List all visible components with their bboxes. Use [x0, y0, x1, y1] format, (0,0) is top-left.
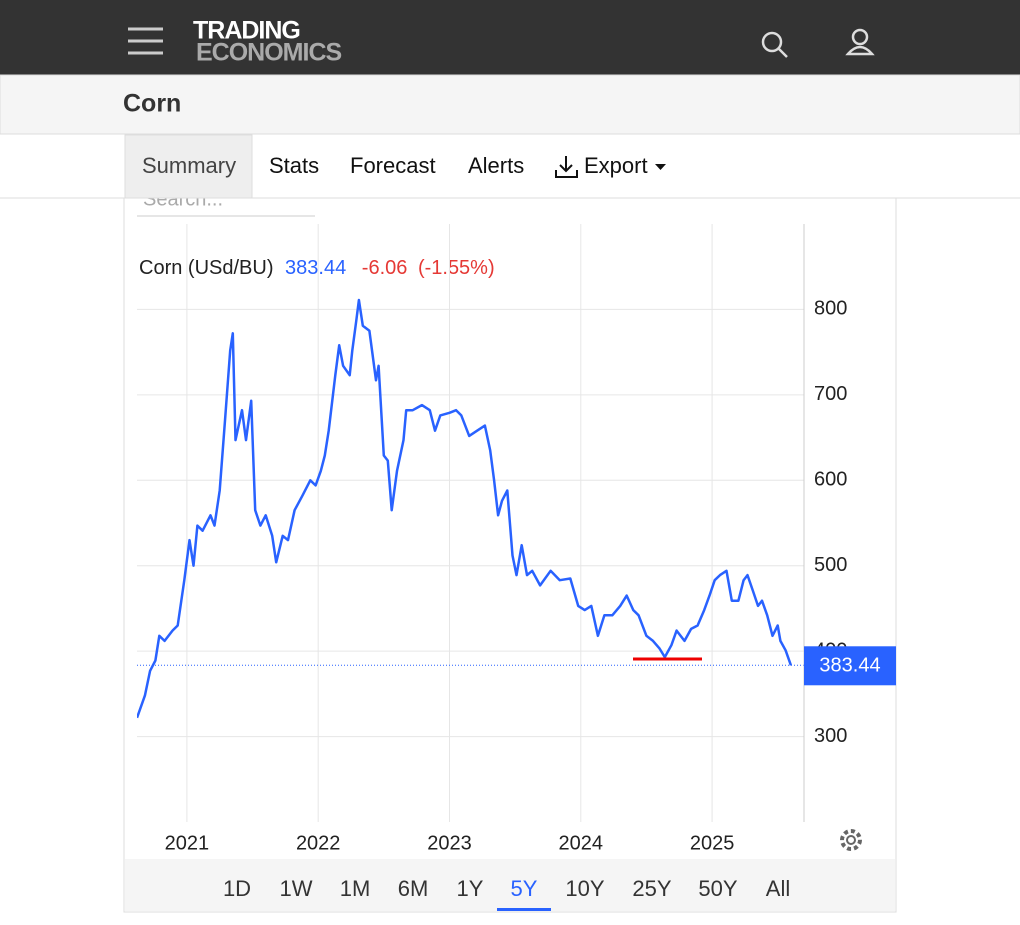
x-tick-label: 2022 [296, 832, 341, 854]
range-bar [125, 859, 895, 911]
x-tick-label: 2021 [165, 832, 210, 854]
last-price: 383.44 [285, 257, 346, 279]
price-tag-label: 383.44 [819, 655, 880, 677]
change-percent: (-1.55%) [418, 257, 495, 279]
range-button[interactable]: 1D [223, 876, 251, 901]
title-band [0, 74, 1020, 135]
x-tick-label: 2025 [690, 832, 735, 854]
range-button[interactable]: 1W [280, 876, 313, 901]
y-tick-label: 700 [814, 383, 847, 405]
range-button[interactable]: 10Y [565, 876, 604, 901]
tab[interactable]: Summary [142, 153, 236, 178]
range-button[interactable]: 6M [398, 876, 429, 901]
logo-bottom[interactable]: ECONOMICS [196, 39, 343, 67]
range-button[interactable]: 1Y [457, 876, 484, 901]
series-name: Corn (USd/BU) [139, 257, 273, 279]
range-buttons: 1D 1W 1M 6M 1Y 5Y 10Y 25Y 50Y All [223, 876, 790, 911]
y-tick-label: 500 [814, 554, 847, 576]
tab[interactable]: Alerts [468, 153, 524, 178]
tab[interactable]: Forecast [350, 153, 436, 178]
price-tag [804, 646, 896, 686]
x-tick-label: 2024 [559, 832, 604, 854]
range-button[interactable]: 1M [340, 876, 371, 901]
caret [655, 164, 666, 170]
top-bar [0, 0, 1020, 75]
range-underline [497, 908, 551, 911]
settings-icon[interactable] [840, 829, 862, 851]
logo-top[interactable]: TRADING [193, 17, 301, 45]
chart-legend: Corn (USd/BU) 383.44 -6.06 (-1.55%) [139, 257, 495, 279]
range-button[interactable]: All [766, 876, 790, 901]
active-tab [124, 134, 253, 199]
tab[interactable]: Export [584, 153, 648, 178]
y-tick-label: 800 [814, 298, 847, 320]
tab[interactable]: Stats [269, 153, 319, 178]
y-tick-label: 300 [814, 725, 847, 747]
range-button[interactable]: 25Y [632, 876, 671, 901]
chart-container [123, 189, 897, 913]
page-title: Corn [123, 90, 181, 118]
download-icon [555, 156, 578, 178]
price-line [137, 298, 793, 719]
search-icon[interactable] [761, 31, 788, 58]
range-button[interactable]: 50Y [698, 876, 737, 901]
menu-icon[interactable] [128, 27, 163, 55]
y-tick-label: 600 [814, 469, 847, 491]
x-tick-label: 2023 [427, 832, 472, 854]
user-icon[interactable] [845, 28, 875, 56]
range-button[interactable]: 5Y [511, 876, 538, 901]
change: -6.06 [362, 257, 408, 279]
